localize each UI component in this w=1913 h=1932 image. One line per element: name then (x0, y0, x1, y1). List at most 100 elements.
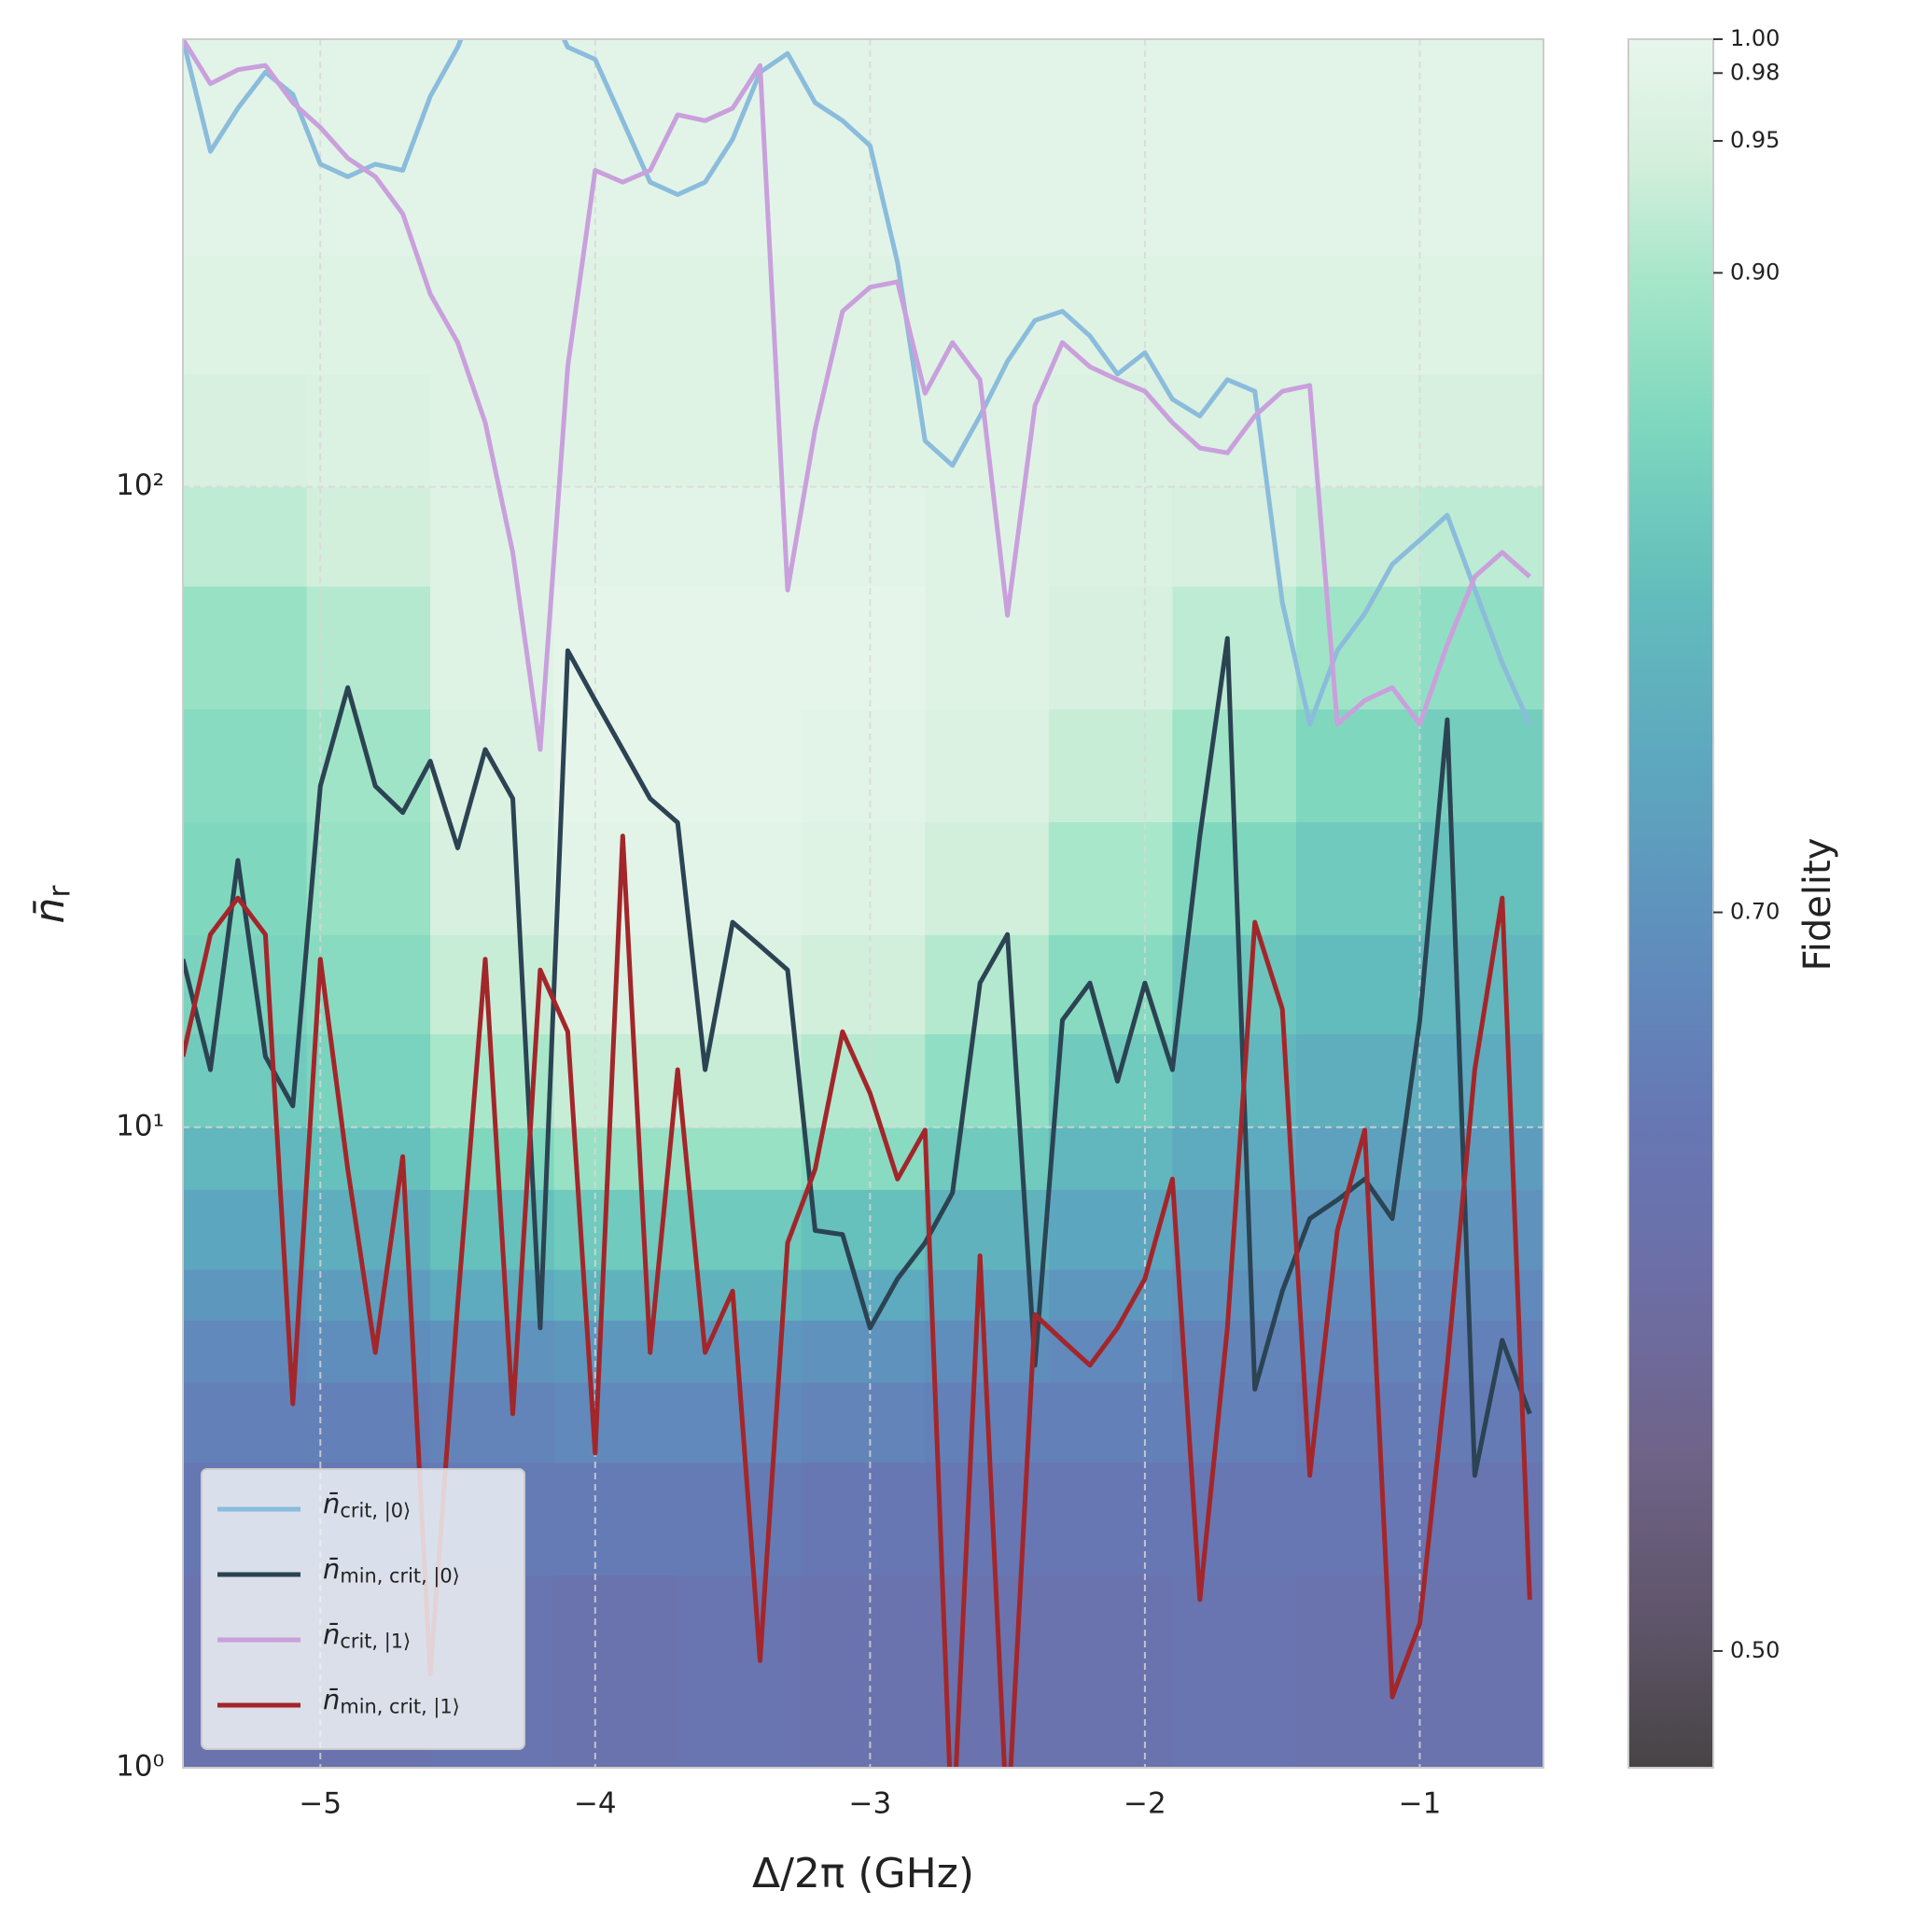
colorbar-tick-label: 0.95 (1730, 127, 1780, 153)
heatmap-cell (1048, 1320, 1173, 1383)
colorbar-ticks: 1.00 0.98 0.95 0.90 0.70 0.50 (1713, 25, 1780, 1663)
heatmap-cell (1048, 934, 1173, 1035)
heatmap-cell (1172, 1381, 1297, 1463)
heatmap-cell (1419, 255, 1543, 375)
heatmap-cell (925, 1033, 1050, 1128)
heatmap-cell (430, 934, 555, 1035)
heatmap-cell (430, 373, 555, 488)
heatmap-cell (183, 373, 308, 488)
heatmap-cell (1048, 821, 1173, 935)
heatmap-cell (1295, 1462, 1421, 1576)
heatmap-cell (677, 1033, 803, 1128)
heatmap-cell (925, 934, 1050, 1035)
legend: n̄crit, |0⟩ n̄min, crit, |0⟩ n̄crit, |1⟩ n̄… (201, 1468, 525, 1750)
heatmap-cell (677, 1575, 803, 1768)
heatmap-cell (1419, 1320, 1543, 1383)
heatmap-cell (925, 1462, 1050, 1576)
heatmap-cell (553, 1381, 678, 1463)
heatmap-cell (1172, 1033, 1297, 1128)
heatmap-cell (1172, 39, 1297, 257)
heatmap-cell (801, 1320, 926, 1383)
y-axis-label: n̄r (26, 885, 77, 924)
heatmap-cell (1048, 1381, 1173, 1463)
heatmap-cell (430, 255, 555, 375)
heatmap-cell (677, 1189, 803, 1270)
heatmap-cell (1419, 821, 1543, 935)
series-line (183, 636, 1532, 1478)
heatmap-cell (430, 585, 555, 710)
heatmap-cell (1048, 1127, 1173, 1190)
plot-frame (182, 38, 1544, 1769)
heatmap-cell (1295, 1189, 1421, 1270)
heatmap-cell (801, 373, 926, 488)
heatmap-cell (430, 486, 555, 587)
x-tick-label: −3 (849, 1787, 892, 1821)
heatmap-cell (306, 821, 431, 935)
heatmap-cell (553, 39, 678, 257)
heatmap-cell (1048, 1575, 1173, 1768)
heatmap-cell (1048, 1269, 1173, 1321)
legend-label: n̄crit, |0⟩ (323, 1488, 411, 1522)
heatmap-cell (1172, 1575, 1297, 1768)
heatmap-cell (677, 255, 803, 375)
x-axis-label: Δ/2π (GHz) (752, 1850, 974, 1897)
heatmap-cell (553, 373, 678, 488)
colorbar-label: Fidelity (1796, 838, 1839, 972)
heatmap-cell (553, 821, 678, 935)
heatmap-cell (430, 821, 555, 935)
heatmap-cell (430, 1320, 555, 1383)
heatmap-cell (1172, 1127, 1297, 1190)
heatmap-cell (553, 1320, 678, 1383)
heatmap-cell (1295, 585, 1421, 710)
heatmap-cell (1419, 1127, 1543, 1190)
heatmap-cell (801, 1575, 926, 1768)
heatmap-cell (306, 255, 431, 375)
y-tick-label: 10⁰ (116, 1750, 164, 1784)
heatmap-cell (306, 1033, 431, 1128)
heatmap-cell (1048, 39, 1173, 257)
heatmap-cell (183, 1033, 308, 1128)
heatmap-cell (553, 486, 678, 587)
heatmap-cell (1295, 708, 1421, 823)
heatmap-cell (430, 1269, 555, 1321)
legend-label: n̄min, crit, |0⟩ (323, 1553, 460, 1588)
heatmap-cell (1295, 486, 1421, 587)
heatmap-cell (1295, 39, 1421, 257)
heatmap-cell (801, 821, 926, 935)
heatmap-cell (306, 486, 431, 587)
colorbar-tick-label: 0.98 (1730, 59, 1780, 85)
heatmap-cell (306, 1127, 431, 1190)
x-tick-label: −4 (574, 1787, 617, 1821)
heatmap-cell (925, 39, 1050, 257)
heatmap-cell (1295, 255, 1421, 375)
heatmap-cell (183, 255, 308, 375)
colorbar-tick-label: 0.70 (1730, 899, 1780, 925)
heatmap-cell (801, 1462, 926, 1576)
heatmap-cell (1419, 1033, 1543, 1128)
lines (183, 39, 1532, 1768)
heatmap-cell (1172, 255, 1297, 375)
heatmap-cell (1419, 1189, 1543, 1270)
colorbar (1627, 38, 1714, 1769)
heatmap-cell (925, 486, 1050, 587)
heatmap-cell (553, 585, 678, 710)
heatmap-cell (430, 39, 555, 257)
heatmap-cell (677, 39, 803, 257)
heatmap-cell (1172, 585, 1297, 710)
heatmap-cell (553, 1462, 678, 1576)
heatmap-cell (183, 708, 308, 823)
series-line (183, 833, 1532, 1768)
heatmap-cell (1048, 373, 1173, 488)
legend-box (201, 1468, 525, 1750)
legend-label: n̄crit, |1⟩ (323, 1618, 411, 1653)
heatmap-cell (306, 373, 431, 488)
x-tick-label: −1 (1399, 1787, 1442, 1821)
legend-label: n̄min, crit, |1⟩ (323, 1684, 460, 1718)
heatmap-cell (183, 1189, 308, 1270)
heatmap-cell (801, 708, 926, 823)
heatmap-cell (925, 821, 1050, 935)
heatmap-cell (1419, 373, 1543, 488)
heatmap-cell (183, 934, 308, 1035)
heatmap-cell (1048, 1462, 1173, 1576)
